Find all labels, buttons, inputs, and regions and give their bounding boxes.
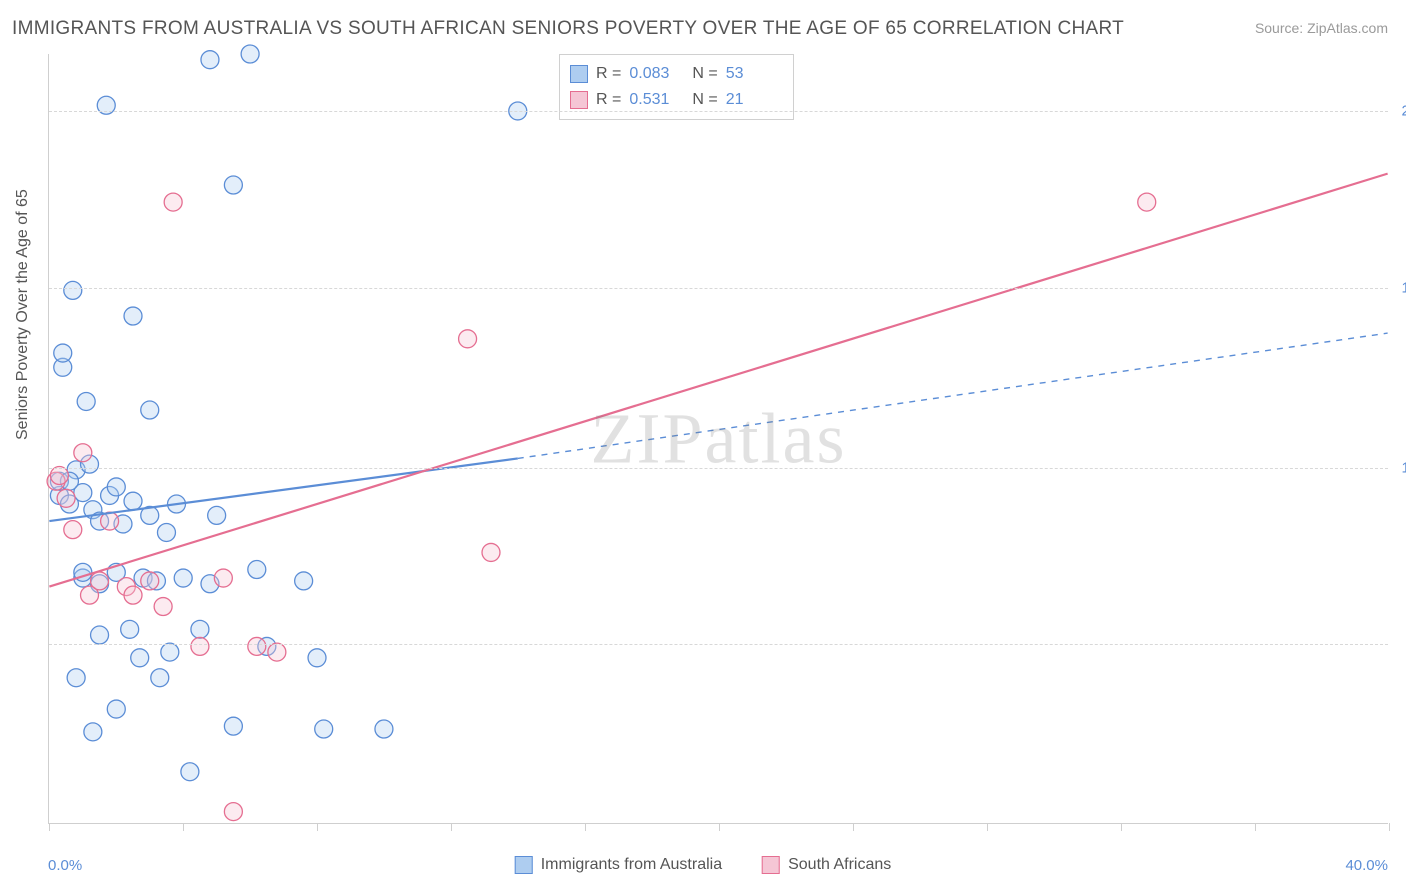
scatter-point bbox=[482, 543, 500, 561]
regression-line bbox=[49, 174, 1387, 587]
scatter-point bbox=[164, 193, 182, 211]
scatter-point bbox=[268, 643, 286, 661]
source-attribution: Source: ZipAtlas.com bbox=[1255, 20, 1388, 36]
scatter-point bbox=[214, 569, 232, 587]
scatter-point bbox=[224, 176, 242, 194]
y-axis-label: Seniors Poverty Over the Age of 65 bbox=[14, 189, 32, 440]
gridline bbox=[49, 644, 1388, 645]
scatter-point bbox=[91, 572, 109, 590]
x-tick bbox=[49, 823, 50, 831]
plot-area: ZIPatlas R =0.083N =53R =0.531N =21 6.3%… bbox=[48, 54, 1388, 824]
scatter-point bbox=[64, 281, 82, 299]
x-tick bbox=[183, 823, 184, 831]
y-tick-label: 12.5% bbox=[1401, 459, 1406, 476]
scatter-point bbox=[124, 492, 142, 510]
stats-n-value: 21 bbox=[726, 91, 781, 109]
scatter-point bbox=[64, 521, 82, 539]
x-tick bbox=[585, 823, 586, 831]
scatter-point bbox=[54, 344, 72, 362]
x-axis-max-label: 40.0% bbox=[1345, 857, 1388, 874]
scatter-point bbox=[161, 643, 179, 661]
stats-r-value: 0.531 bbox=[629, 91, 684, 109]
x-axis-min-label: 0.0% bbox=[48, 857, 82, 874]
stats-n-label: N = bbox=[692, 91, 717, 109]
legend-swatch bbox=[570, 65, 588, 83]
stats-n-value: 53 bbox=[726, 65, 781, 83]
legend: Immigrants from Australia South Africans bbox=[515, 856, 892, 874]
x-tick bbox=[451, 823, 452, 831]
stats-r-label: R = bbox=[596, 91, 621, 109]
scatter-point bbox=[84, 723, 102, 741]
gridline bbox=[49, 288, 1388, 289]
scatter-point bbox=[121, 620, 139, 638]
scatter-point bbox=[67, 669, 85, 687]
scatter-point bbox=[459, 330, 477, 348]
chart-svg bbox=[49, 54, 1388, 823]
x-tick bbox=[317, 823, 318, 831]
x-tick bbox=[1121, 823, 1122, 831]
scatter-point bbox=[124, 307, 142, 325]
scatter-point bbox=[131, 649, 149, 667]
scatter-point bbox=[241, 45, 259, 63]
scatter-point bbox=[201, 51, 219, 69]
stats-row: R = 0.531 N = 21 bbox=[570, 87, 781, 113]
scatter-point bbox=[248, 637, 266, 655]
stats-r-label: R = bbox=[596, 65, 621, 83]
x-tick bbox=[1255, 823, 1256, 831]
scatter-point bbox=[248, 561, 266, 579]
legend-swatch bbox=[515, 856, 533, 874]
scatter-point bbox=[224, 803, 242, 821]
stats-row: R = 0.083 N = 53 bbox=[570, 61, 781, 87]
gridline bbox=[49, 111, 1388, 112]
legend-swatch bbox=[570, 91, 588, 109]
scatter-point bbox=[191, 637, 209, 655]
legend-item: Immigrants from Australia bbox=[515, 856, 722, 874]
x-tick bbox=[853, 823, 854, 831]
legend-swatch bbox=[762, 856, 780, 874]
legend-label: Immigrants from Australia bbox=[541, 856, 722, 874]
y-tick-label: 25.0% bbox=[1401, 103, 1406, 120]
gridline bbox=[49, 468, 1388, 469]
legend-label: South Africans bbox=[788, 856, 891, 874]
x-tick bbox=[719, 823, 720, 831]
x-tick bbox=[987, 823, 988, 831]
legend-item: South Africans bbox=[762, 856, 891, 874]
scatter-point bbox=[208, 506, 226, 524]
scatter-point bbox=[151, 669, 169, 687]
scatter-point bbox=[107, 478, 125, 496]
stats-n-label: N = bbox=[692, 65, 717, 83]
scatter-point bbox=[74, 444, 92, 462]
scatter-point bbox=[295, 572, 313, 590]
scatter-point bbox=[141, 572, 159, 590]
scatter-point bbox=[154, 598, 172, 616]
scatter-point bbox=[308, 649, 326, 667]
scatter-point bbox=[181, 763, 199, 781]
scatter-point bbox=[375, 720, 393, 738]
scatter-point bbox=[191, 620, 209, 638]
scatter-point bbox=[107, 700, 125, 718]
scatter-point bbox=[141, 401, 159, 419]
y-tick-label: 18.8% bbox=[1401, 279, 1406, 296]
scatter-point bbox=[315, 720, 333, 738]
scatter-point bbox=[57, 489, 75, 507]
stats-r-value: 0.083 bbox=[629, 65, 684, 83]
x-tick bbox=[1389, 823, 1390, 831]
scatter-point bbox=[174, 569, 192, 587]
scatter-point bbox=[50, 467, 68, 485]
scatter-point bbox=[1138, 193, 1156, 211]
chart-title: IMMIGRANTS FROM AUSTRALIA VS SOUTH AFRIC… bbox=[12, 18, 1124, 40]
scatter-point bbox=[91, 626, 109, 644]
scatter-point bbox=[77, 392, 95, 410]
scatter-point bbox=[224, 717, 242, 735]
scatter-point bbox=[157, 524, 175, 542]
regression-extrapolation bbox=[518, 333, 1388, 458]
scatter-point bbox=[124, 586, 142, 604]
